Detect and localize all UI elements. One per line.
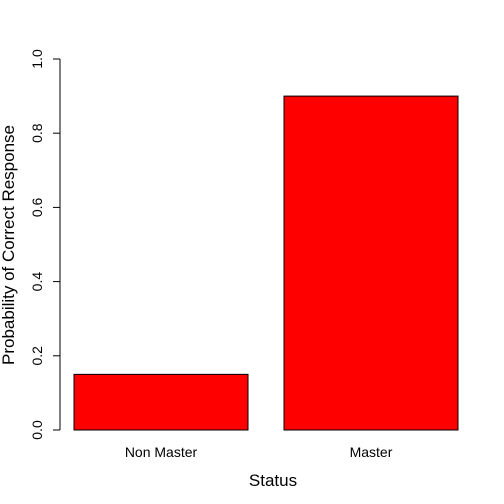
y-tick-label: 0.2 <box>29 346 45 366</box>
bar-non-master <box>73 373 249 431</box>
x-tick-label: Master <box>350 444 393 460</box>
y-axis: 0.0 0.2 0.4 0.6 0.8 1.0 <box>29 49 61 440</box>
x-axis-title: Status <box>249 471 297 490</box>
y-tick-label: 0.0 <box>29 420 45 440</box>
y-tick-label: 0.6 <box>29 197 45 217</box>
bars-group <box>73 95 459 431</box>
y-tick-label: 0.4 <box>29 272 45 292</box>
y-tick-label: 1.0 <box>29 49 45 69</box>
bar-master <box>283 95 459 431</box>
y-tick-label: 0.8 <box>29 123 45 143</box>
x-tick-labels: Non Master Master <box>125 444 393 460</box>
x-tick-label: Non Master <box>125 444 198 460</box>
y-axis-title: Probability of Correct Response <box>0 125 18 365</box>
